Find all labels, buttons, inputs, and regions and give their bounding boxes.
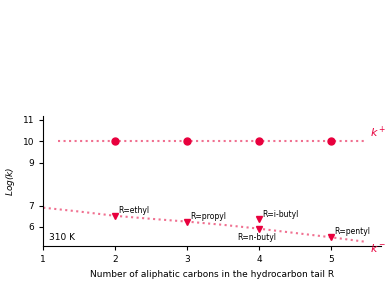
X-axis label: Number of aliphatic carbons in the hydrocarbon tail R: Number of aliphatic carbons in the hydro… (90, 270, 334, 279)
Text: R=propyl: R=propyl (191, 212, 227, 221)
Y-axis label: Log($k$): Log($k$) (4, 166, 17, 196)
Text: R=pentyl: R=pentyl (334, 228, 370, 236)
Text: $k^+$: $k^+$ (370, 125, 387, 140)
Text: R=i-butyl: R=i-butyl (263, 210, 299, 218)
Text: R=ethyl: R=ethyl (119, 206, 150, 215)
Text: $k^-$: $k^-$ (370, 243, 387, 254)
Text: 310 K: 310 K (49, 233, 75, 242)
Text: R=n-butyl: R=n-butyl (238, 233, 276, 243)
